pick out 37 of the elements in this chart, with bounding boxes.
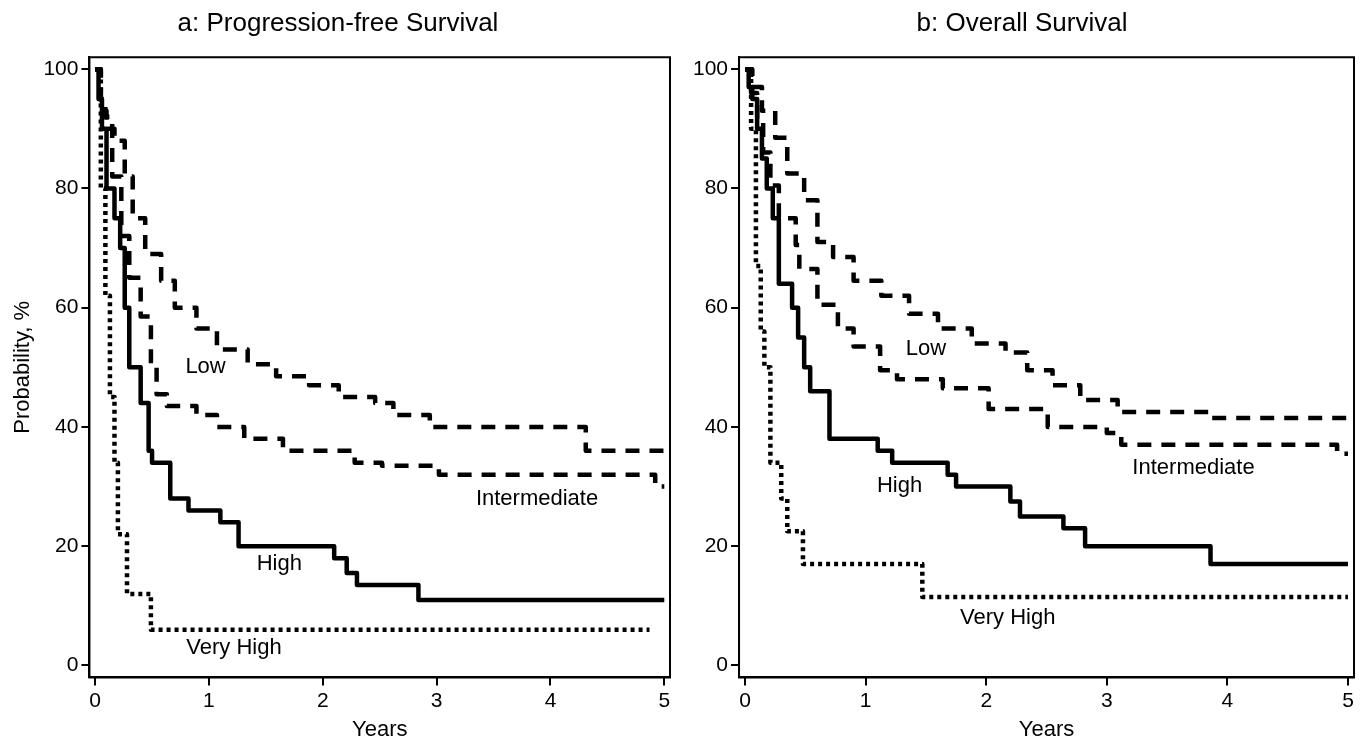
y-tick-label: 20 xyxy=(704,533,729,556)
series-label: High xyxy=(256,549,302,575)
series-label: Intermediate xyxy=(475,484,599,510)
y-tick-label: 100 xyxy=(692,55,729,79)
x-tick-label: 2 xyxy=(316,687,329,711)
y-tick-label: 60 xyxy=(55,294,79,318)
y-tick-label: 40 xyxy=(704,413,729,437)
x-tick-label: 1 xyxy=(859,687,872,711)
x-axis-title: Years xyxy=(1018,715,1075,741)
series-label: Very High xyxy=(960,603,1056,629)
y-tick-label: 40 xyxy=(55,413,79,437)
y-tick-label: 80 xyxy=(704,175,729,199)
y-axis-title: Probability, % xyxy=(9,300,35,434)
x-axis-title: Years xyxy=(351,715,408,741)
x-tick-label: 4 xyxy=(1221,687,1234,711)
y-tick-label: 80 xyxy=(55,175,79,199)
x-tick-label: 5 xyxy=(1342,687,1354,711)
x-tick-label: 3 xyxy=(430,687,443,711)
y-tick-label: 20 xyxy=(55,533,79,556)
x-tick-label: 1 xyxy=(203,687,215,711)
x-tick-label: 0 xyxy=(739,687,751,711)
series-label: Very High xyxy=(186,633,282,659)
y-tick-label: 0 xyxy=(66,652,79,676)
chart-title: b: Overall Survival xyxy=(916,6,1128,37)
series-label: Intermediate xyxy=(1132,454,1255,480)
series-label: Low xyxy=(905,335,947,361)
y-tick-label: 100 xyxy=(43,55,79,79)
y-tick-label: 0 xyxy=(716,652,729,676)
x-tick-label: 4 xyxy=(544,687,557,711)
series-label: High xyxy=(876,472,923,498)
y-tick-label: 60 xyxy=(704,294,729,318)
chart-title: a: Progression-free Survival xyxy=(177,6,499,37)
x-tick-label: 2 xyxy=(980,687,993,711)
x-tick-label: 5 xyxy=(658,687,671,711)
x-tick-label: 3 xyxy=(1100,687,1113,711)
x-tick-label: 0 xyxy=(89,687,101,711)
series-label: Low xyxy=(185,353,226,379)
